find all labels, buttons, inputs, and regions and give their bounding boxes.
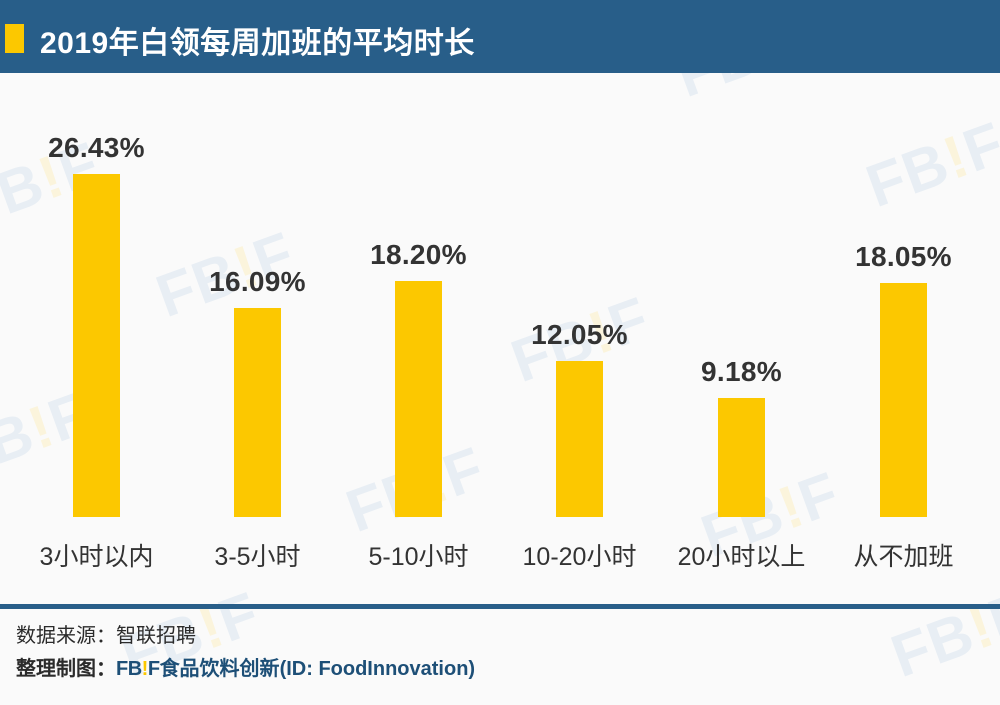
bar-column: 12.05% 10-20小时 — [499, 73, 660, 595]
data-source-line: 数据来源：智联招聘 — [16, 625, 196, 647]
bar-column: 9.18% 20小时以上 — [661, 73, 822, 595]
bar-value-label: 18.05% — [855, 241, 952, 272]
fbif-logo-bang: ! — [141, 658, 149, 680]
bar-value-label: 16.09% — [209, 266, 306, 297]
watermark-bang: ! — [959, 591, 1000, 662]
fbif-logo-f: F — [147, 658, 160, 680]
bar — [234, 308, 281, 517]
bar — [556, 361, 603, 517]
credit-id: (ID: FoodInnovation) — [279, 658, 476, 680]
bar-category-label: 5-10小时 — [368, 543, 469, 571]
chart-footer: 数据来源：智联招聘 整理制图：FB!F食品饮料创新(ID: FoodInnova… — [16, 620, 475, 686]
footer-divider — [0, 604, 1000, 609]
chart-header: 2019年白领每周加班的平均时长 — [0, 0, 1000, 73]
bar-chart: 26.43% 3小时以内 16.09% 3-5小时 18.20% 5-10小时 … — [0, 73, 1000, 595]
bar-category-label: 从不加班 — [853, 543, 954, 571]
bar-column: 26.43% 3小时以内 — [16, 73, 177, 595]
fbif-logo: FB!F — [116, 658, 160, 680]
bar-column: 18.20% 5-10小时 — [338, 73, 499, 595]
bar-value-label: 9.18% — [701, 356, 782, 387]
bar-category-label: 3小时以内 — [39, 543, 154, 571]
bar-column: 18.05% 从不加班 — [823, 73, 984, 595]
bar-value-label: 12.05% — [531, 319, 628, 350]
bar — [880, 283, 927, 517]
bar — [73, 174, 120, 517]
bar — [395, 281, 442, 517]
credit-line: 整理制图：FB!F食品饮料创新(ID: FoodInnovation) — [16, 653, 475, 686]
bar-category-label: 20小时以上 — [677, 543, 806, 571]
bar-value-label: 18.20% — [370, 239, 467, 270]
bar-category-label: 3-5小时 — [214, 543, 301, 571]
credit-prefix: 整理制图： — [16, 658, 116, 680]
watermark-fb: FB — [882, 599, 983, 691]
header-accent-square — [5, 24, 24, 53]
credit-brand: 食品饮料创新 — [159, 658, 280, 680]
page-title: 2019年白领每周加班的平均时长 — [40, 27, 475, 60]
fbif-logo-fb: FB — [116, 658, 142, 680]
bar-category-label: 10-20小时 — [522, 543, 637, 571]
bar-value-label: 26.43% — [48, 132, 145, 163]
bar-column: 16.09% 3-5小时 — [177, 73, 338, 595]
bar — [718, 398, 765, 517]
